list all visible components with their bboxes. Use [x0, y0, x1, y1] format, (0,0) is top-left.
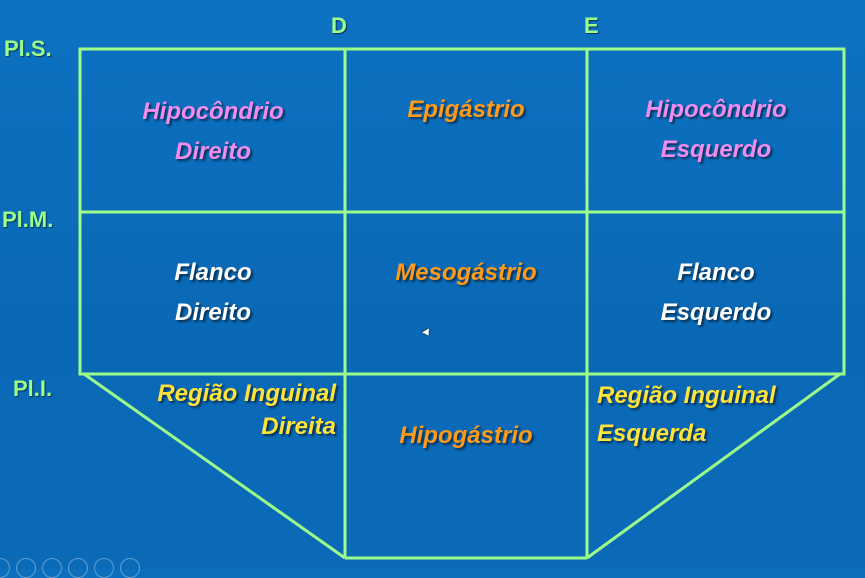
region-right-hypochondrium: Hipocôndrio Direito [82, 92, 344, 172]
region-right-flank-line2: Direito [174, 299, 251, 326]
right-side-label: D [331, 13, 347, 38]
grid-line-left-inguinal-diagonal [586, 372, 841, 560]
region-mesogastrium-line1: Mesogástrio [395, 259, 537, 286]
next-icon[interactable] [16, 558, 36, 578]
zoom-icon[interactable] [94, 558, 114, 578]
region-left-hypochondrium-line2: Esquerdo [660, 136, 772, 163]
region-right-flank: Flanco Direito [82, 253, 344, 333]
plane-label-inferior: Pl.I. [13, 376, 53, 401]
plane-label-medial: Pl.M. [2, 207, 54, 232]
region-epigastrium-line1: Epigástrio [407, 96, 525, 123]
region-right-hypochondrium-line2: Direito [174, 138, 251, 165]
region-left-hypochondrium-line1: Hipocôndrio [645, 96, 787, 123]
more-icon[interactable] [120, 558, 140, 578]
region-left-inguinal-line2: Esquerda [597, 420, 707, 447]
region-mesogastrium: Mesogástrio [346, 253, 586, 293]
region-left-flank-line1: Flanco [677, 259, 755, 286]
region-left-inguinal: Região Inguinal Esquerda [597, 377, 817, 453]
region-left-hypochondrium: Hipocôndrio Esquerdo [588, 90, 844, 170]
pen-icon[interactable] [42, 558, 62, 578]
plane-label-superior: Pl.S. [4, 36, 52, 61]
previous-icon[interactable] [0, 558, 10, 578]
region-right-flank-line1: Flanco [174, 259, 252, 286]
region-right-inguinal-line1: Região Inguinal [157, 380, 336, 407]
presenter-controls [0, 558, 140, 578]
grid-icon[interactable] [68, 558, 88, 578]
region-hypogastrium: Hipogástrio [346, 416, 586, 456]
region-hypogastrium-line1: Hipogástrio [399, 422, 533, 449]
region-left-flank: Flanco Esquerdo [588, 253, 844, 333]
region-left-flank-line2: Esquerdo [660, 299, 772, 326]
region-left-inguinal-line1: Região Inguinal [597, 382, 776, 409]
region-right-hypochondrium-line1: Hipocôndrio [142, 98, 284, 125]
grid-line-right-inguinal-diagonal [83, 372, 346, 560]
left-side-label: E [584, 13, 599, 38]
region-right-inguinal-line2: Direita [261, 413, 336, 440]
region-epigastrium: Epigástrio [346, 90, 586, 130]
region-right-inguinal: Região Inguinal Direita [100, 377, 336, 443]
